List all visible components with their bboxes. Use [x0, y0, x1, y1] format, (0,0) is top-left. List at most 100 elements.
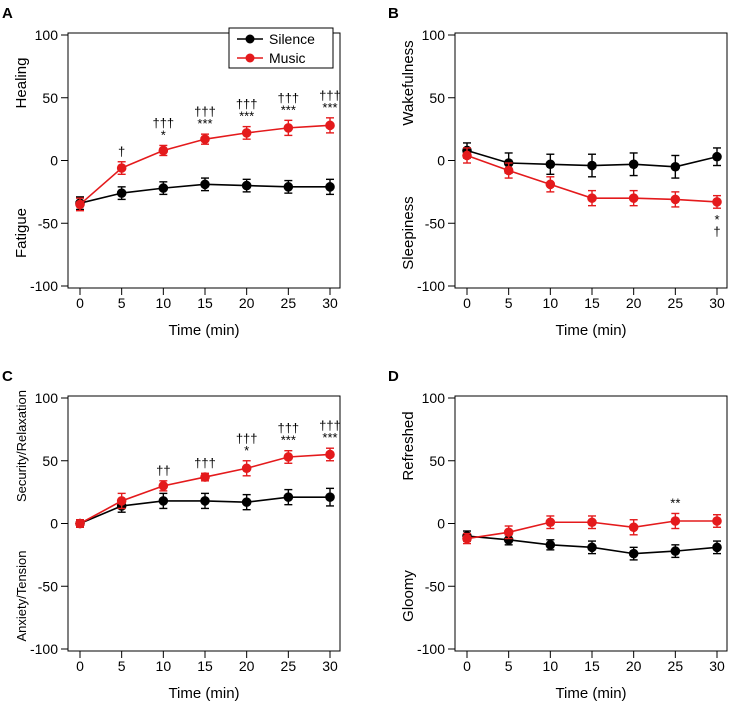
- panel-a: A 100 50 0 -50 -100 0 5 10 15 20 25 30 Time (min) Heal…: [2, 5, 341, 339]
- x-tick-label: 15: [197, 295, 213, 311]
- significance-mark: †: [713, 224, 720, 239]
- y-tick-label: 0: [437, 153, 445, 169]
- series-music: [75, 447, 335, 529]
- significance-mark: ***: [322, 430, 337, 445]
- data-point: [628, 548, 639, 559]
- y-tick-label: 0: [50, 516, 58, 532]
- x-axis-label: Time (min): [168, 685, 239, 702]
- x-tick-label: 0: [76, 295, 84, 311]
- data-point: [503, 535, 514, 545]
- y-tick-label: 50: [42, 90, 58, 106]
- data-point: [628, 159, 639, 170]
- x-axis-label: Time (min): [168, 322, 239, 339]
- x-tick-label: 30: [322, 658, 338, 674]
- data-point: [587, 542, 597, 553]
- plot-frame: [67, 32, 341, 289]
- series-silence: [462, 142, 722, 179]
- data-point: [325, 182, 335, 192]
- data-point: [670, 161, 681, 172]
- y-tick-label: -100: [30, 641, 58, 657]
- panel-c: C 100 50 0 -50 -100 0 5 10 15 20 25 30 Time (min) Secu…: [2, 368, 341, 702]
- panel-letter: D: [388, 368, 399, 385]
- data-point: [283, 452, 294, 462]
- data-point: [587, 160, 597, 171]
- significance-mark: †††: [152, 115, 174, 130]
- x-tick-label: 25: [668, 295, 684, 311]
- y-tick-label: -100: [417, 641, 445, 657]
- x-tick-label: 15: [584, 295, 600, 311]
- data-point: [587, 193, 597, 203]
- significance-mark: †: [118, 144, 125, 159]
- y-tick-label: 50: [42, 453, 58, 469]
- x-tick-label: 10: [543, 295, 559, 311]
- data-point: [200, 472, 210, 482]
- panel-b: B 100 50 0 -50 -100 0 5 10 15 20 25 30 Time (min) Wake…: [388, 5, 728, 339]
- significance-mark: ††: [156, 463, 170, 478]
- data-point: [670, 546, 681, 556]
- y-tick-label: 50: [429, 453, 445, 469]
- data-point: [628, 522, 639, 533]
- x-tick-label: 10: [543, 658, 559, 674]
- x-tick-label: 30: [709, 295, 725, 311]
- significance-mark: ***: [322, 100, 337, 115]
- data-point: [712, 516, 722, 526]
- plot-frame: [454, 32, 728, 289]
- x-tick-label: 25: [281, 295, 297, 311]
- data-point: [712, 151, 722, 162]
- data-point: [158, 481, 169, 491]
- data-point: [75, 518, 85, 529]
- legend-marker-music: [245, 53, 255, 63]
- y-axis-label-top: Security/Relaxation: [14, 390, 29, 502]
- y-tick-label: 0: [50, 153, 58, 169]
- data-point: [116, 496, 127, 506]
- data-point: [283, 182, 294, 192]
- data-point: [116, 163, 127, 173]
- significance-mark: *: [244, 443, 249, 458]
- data-point: [503, 165, 514, 176]
- data-point: [545, 179, 556, 190]
- y-axis-label-top: Refreshed: [400, 411, 417, 480]
- data-point: [158, 496, 169, 506]
- data-point: [628, 193, 639, 203]
- x-tick-label: 0: [76, 658, 84, 674]
- series-silence: [75, 487, 335, 529]
- y-axis-label-bottom: Sleepiness: [400, 196, 417, 269]
- legend-marker-silence: [245, 34, 255, 44]
- data-point: [712, 542, 722, 553]
- data-point: [712, 197, 722, 207]
- panel-d: D 100 50 0 -50 -100 0 5 10 15 20 25 30 Time (min) Refr…: [388, 368, 728, 702]
- x-tick-label: 5: [118, 658, 126, 674]
- x-tick-label: 5: [118, 295, 126, 311]
- data-point: [158, 145, 169, 156]
- legend-box: [228, 27, 334, 69]
- series-silence: [462, 530, 722, 561]
- series-silence: [75, 177, 335, 211]
- data-point: [670, 516, 681, 526]
- series-music: [462, 147, 722, 209]
- y-tick-label: -50: [425, 578, 445, 594]
- y-axis-label-top: Healing: [13, 58, 30, 109]
- data-point: [503, 527, 514, 538]
- significance-mark: †††: [236, 97, 258, 112]
- y-tick-label: -50: [38, 578, 58, 594]
- significance-mark: †††: [319, 88, 341, 103]
- data-point: [241, 463, 252, 474]
- significance-mark: †††: [194, 455, 216, 470]
- series-music: [75, 117, 335, 212]
- data-point: [462, 150, 472, 161]
- significance-mark: †††: [194, 104, 216, 119]
- legend-label-music: Music: [269, 50, 306, 66]
- x-tick-label: 15: [584, 658, 600, 674]
- x-tick-label: 5: [505, 295, 513, 311]
- significance-mark: †††: [236, 431, 258, 446]
- significance-mark: †††: [319, 418, 341, 433]
- y-axis-label-bottom: Fatigue: [13, 208, 30, 258]
- series-music: [462, 512, 722, 545]
- y-axis-label-bottom: Gloomy: [400, 570, 417, 622]
- y-tick-label: -50: [425, 215, 445, 231]
- y-tick-label: 100: [35, 27, 59, 43]
- y-tick-label: -50: [38, 215, 58, 231]
- significance-mark: *: [714, 212, 719, 227]
- significance-mark: †††: [277, 90, 299, 105]
